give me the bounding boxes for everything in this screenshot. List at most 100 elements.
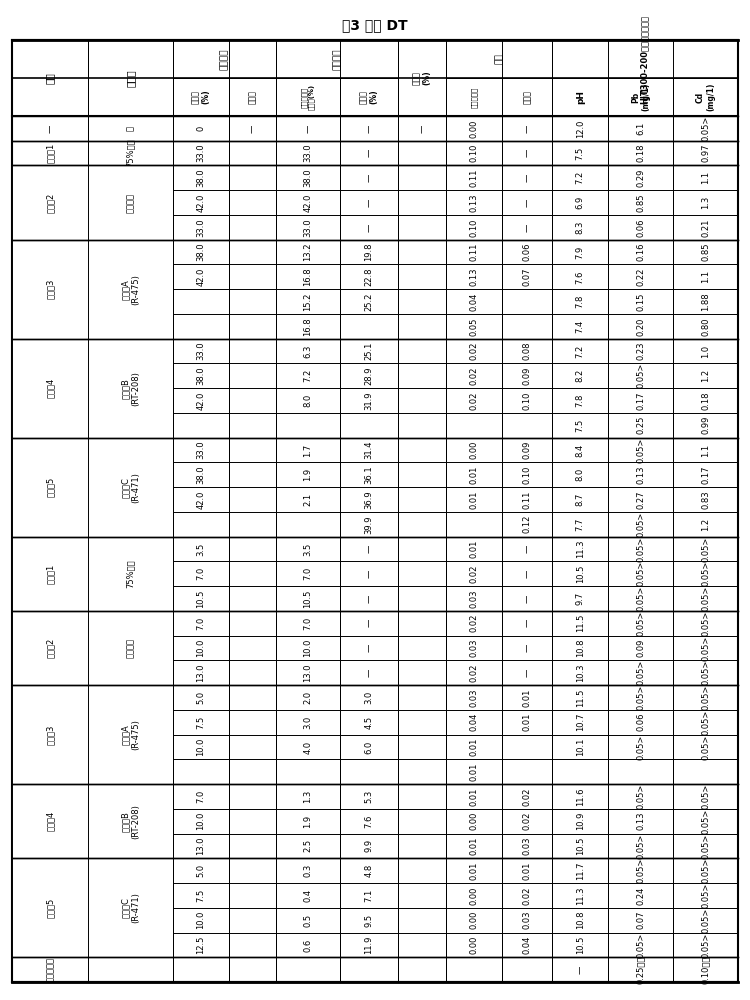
Bar	[277, 561, 340, 586]
Bar	[340, 710, 398, 735]
Bar	[88, 784, 172, 858]
Text: 15.2: 15.2	[304, 292, 313, 311]
Bar	[552, 561, 608, 586]
Bar	[340, 363, 398, 388]
Text: 8.2: 8.2	[576, 369, 585, 382]
Bar	[277, 438, 340, 462]
Bar	[340, 537, 398, 561]
Bar	[12, 339, 88, 438]
Bar	[172, 314, 229, 339]
Bar	[12, 40, 88, 116]
Text: 2.0: 2.0	[304, 691, 313, 704]
Bar	[608, 388, 674, 413]
Text: 12.0: 12.0	[576, 119, 585, 138]
Bar	[502, 438, 552, 462]
Text: 11.5: 11.5	[576, 688, 585, 707]
Bar	[608, 809, 674, 834]
Bar	[12, 240, 88, 339]
Bar	[12, 636, 88, 660]
Text: 0.80: 0.80	[701, 317, 710, 336]
Bar	[12, 314, 88, 339]
Bar	[88, 264, 172, 289]
Bar	[674, 660, 738, 685]
Text: 0.17: 0.17	[701, 466, 710, 484]
Text: 0.01: 0.01	[523, 688, 532, 707]
Bar	[446, 240, 502, 264]
Text: 0.00: 0.00	[470, 812, 478, 830]
Text: 0.05>: 0.05>	[701, 635, 710, 661]
Bar	[398, 289, 445, 314]
Text: —: —	[304, 124, 313, 133]
Text: 比较例4: 比较例4	[46, 341, 55, 361]
Text: 1.9: 1.9	[304, 815, 313, 828]
Bar	[172, 660, 229, 685]
Text: 0.04: 0.04	[470, 292, 478, 311]
Bar	[502, 264, 552, 289]
Text: 0.02: 0.02	[523, 886, 532, 905]
Bar	[12, 240, 88, 339]
Bar	[229, 388, 277, 413]
Bar	[12, 759, 88, 784]
Bar	[12, 388, 88, 413]
Text: 0.02: 0.02	[523, 787, 532, 806]
Text: 实施例5: 实施例5	[46, 861, 55, 881]
Bar	[446, 784, 502, 809]
Bar	[277, 710, 340, 735]
Bar	[229, 487, 277, 512]
Bar	[552, 141, 608, 165]
Bar	[277, 858, 340, 883]
Text: 9.9: 9.9	[364, 839, 374, 852]
Bar	[277, 784, 340, 809]
Text: 13.0: 13.0	[196, 663, 206, 682]
Bar	[446, 40, 552, 78]
Bar	[277, 636, 340, 660]
Text: 无机磷酸类
固定剂(%): 无机磷酸类 固定剂(%)	[301, 84, 315, 110]
Bar	[172, 40, 277, 78]
Bar	[502, 141, 552, 165]
Bar	[12, 165, 88, 240]
Text: 4.8: 4.8	[364, 864, 374, 877]
Bar	[229, 438, 277, 462]
Text: 7.4: 7.4	[576, 320, 585, 333]
Bar	[12, 190, 88, 215]
Bar	[674, 809, 738, 834]
Bar	[398, 883, 445, 908]
Text: 0.05>: 0.05>	[636, 784, 645, 809]
Text: 0.18: 0.18	[701, 391, 710, 410]
Bar	[674, 438, 738, 462]
Text: 0.05>: 0.05>	[701, 710, 710, 735]
Bar	[229, 759, 277, 784]
Text: —: —	[523, 149, 532, 157]
Bar	[674, 165, 738, 190]
Bar	[229, 883, 277, 908]
Bar	[277, 215, 340, 240]
Bar	[552, 933, 608, 957]
Bar	[88, 784, 172, 858]
Bar	[277, 660, 340, 685]
Bar	[398, 116, 445, 141]
Text: 39.9: 39.9	[364, 515, 374, 534]
Bar	[88, 116, 172, 141]
Bar	[12, 685, 88, 710]
Text: —: —	[523, 198, 532, 207]
Bar	[12, 858, 88, 883]
Text: 实施例4: 实施例4	[46, 811, 55, 831]
Bar	[88, 240, 172, 339]
Bar	[277, 685, 340, 710]
Bar	[446, 116, 502, 141]
Text: 7.5: 7.5	[196, 889, 206, 902]
Bar	[552, 660, 608, 685]
Text: 10.8: 10.8	[576, 639, 585, 657]
Bar	[172, 438, 229, 462]
Bar	[172, 636, 229, 660]
Bar	[674, 710, 738, 735]
Text: 2.1: 2.1	[304, 493, 313, 506]
Text: 7.0: 7.0	[196, 790, 206, 803]
Text: 38.0: 38.0	[304, 169, 313, 187]
Text: 36.1: 36.1	[364, 465, 374, 484]
Bar	[277, 512, 340, 537]
Bar	[608, 240, 674, 264]
Bar	[502, 215, 552, 240]
Text: —: —	[523, 594, 532, 603]
Bar	[12, 611, 88, 685]
